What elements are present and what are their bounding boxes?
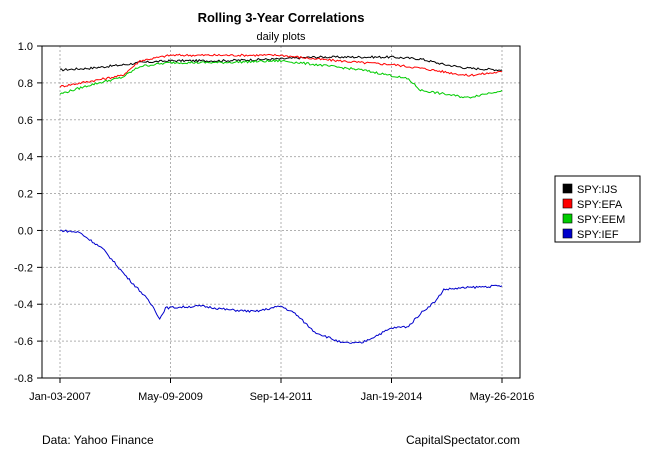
axes: 1.0 0.8 0.6 0.4 0.2 0.0 -0.2 -0.4 -0.6 -0.8 Jan-03… [14, 41, 534, 403]
legend-swatch [562, 198, 573, 209]
x-tick-label: Sep-14-2011 [250, 391, 313, 403]
y-tick-label: 0.4 [18, 152, 33, 164]
footer-source: Data: Yahoo Finance [42, 433, 154, 447]
y-tick-label: 0.6 [18, 115, 33, 127]
y-tick-label: 1.0 [18, 41, 33, 53]
footer-site: CapitalSpectator.com [406, 433, 520, 447]
chart-title: Rolling 3-Year Correlations [198, 10, 365, 25]
legend-swatch [562, 213, 573, 224]
series-line-spyefa [59, 53, 503, 88]
x-tick-label: May-26-2016 [470, 391, 535, 403]
x-tick-label: Jan-03-2007 [29, 391, 91, 403]
legend-label: SPY:EFA [577, 199, 623, 211]
legend-label: SPY:IEF [577, 229, 619, 241]
series-line-spyijs [59, 55, 503, 72]
legend-label: SPY:IJS [577, 184, 617, 196]
y-tick-label: 0.8 [18, 78, 33, 90]
legend-label: SPY:EEM [577, 214, 625, 226]
y-tick-label: -0.6 [14, 336, 33, 348]
chart-subtitle: daily plots [257, 31, 306, 43]
plot-lines [59, 53, 503, 344]
x-tick-label: Jan-19-2014 [361, 391, 423, 403]
series-line-spyief [60, 229, 503, 344]
y-tick-label: -0.2 [14, 262, 33, 274]
y-tick-label: 0.0 [18, 225, 33, 237]
y-tick-label: -0.4 [14, 299, 33, 311]
x-tick-label: May-09-2009 [138, 391, 203, 403]
series-line-spyeem [59, 59, 503, 99]
legend: SPY:IJS SPY:EFA SPY:EEM SPY:IEF [554, 175, 641, 243]
y-tick-label: 0.2 [18, 189, 33, 201]
y-tick-label: -0.8 [14, 373, 33, 385]
grid [42, 45, 520, 379]
legend-swatch [562, 183, 573, 194]
legend-swatch [562, 228, 573, 239]
